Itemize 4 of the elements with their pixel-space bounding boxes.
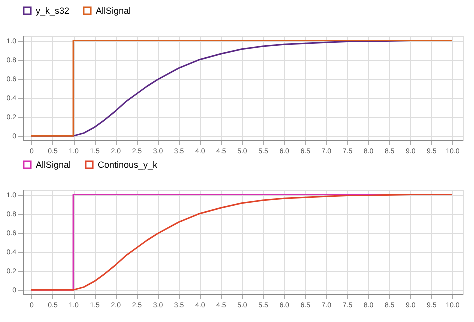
legend-label: AllSignal (96, 6, 132, 16)
legend-label: y_k_s32 (36, 6, 70, 16)
legend-label: AllSignal (36, 160, 72, 170)
legend-label: Continous_y_k (98, 160, 158, 170)
